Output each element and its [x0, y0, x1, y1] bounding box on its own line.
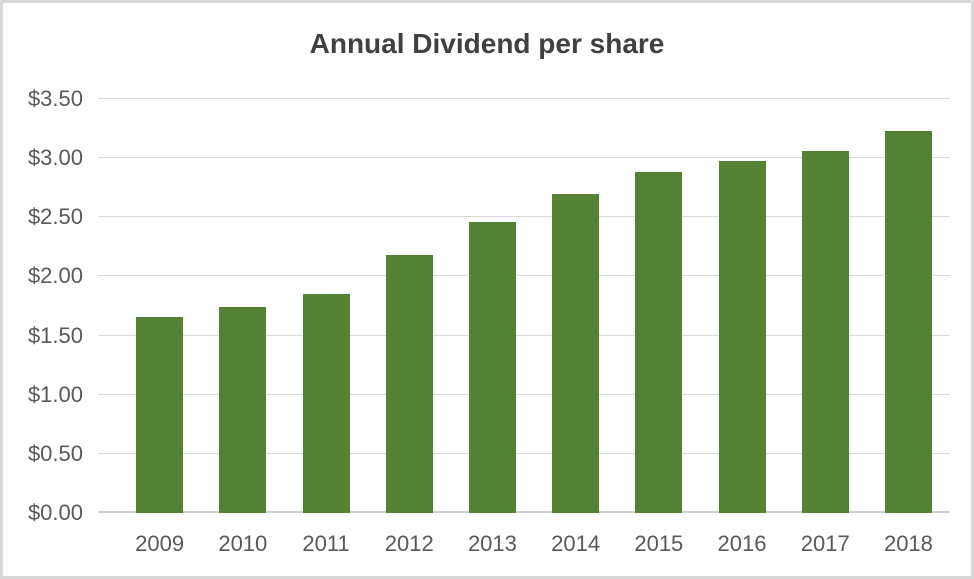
x-tick-label: 2018 [883, 531, 933, 556]
bar-slot [534, 99, 617, 513]
gridline [98, 98, 950, 99]
y-axis-labels: $0.00 $0.50 $1.00 $1.50 $2.00 $2.50 $3.00 $3.50 [3, 86, 85, 525]
bar-2018 [884, 130, 932, 513]
x-tick-label: 2011 [302, 531, 350, 556]
bar-slot [451, 99, 534, 513]
gridline [98, 393, 950, 395]
x-tick-label: 2017 [800, 531, 850, 556]
gridline [98, 275, 950, 277]
y-tick-label: $3.50 [27, 86, 83, 111]
bar-2014 [552, 193, 600, 513]
bar-slot [700, 99, 783, 513]
gridline [98, 452, 950, 454]
x-tick-label: 2012 [384, 531, 434, 556]
gridline [98, 334, 950, 336]
bar-2012 [385, 255, 433, 513]
bar-2011 [302, 294, 350, 513]
bar-2015 [635, 172, 683, 513]
y-tick-label: $3.00 [27, 145, 83, 171]
gridline [98, 157, 950, 159]
bar-2009 [136, 316, 184, 513]
bar-slot [784, 99, 867, 513]
x-tick-label: 2013 [467, 531, 517, 556]
bar-slot [617, 99, 700, 513]
x-axis-line [98, 511, 950, 513]
gridline [98, 216, 950, 218]
chart-title: Annual Dividend per share [309, 28, 665, 59]
bar-2013 [468, 222, 516, 513]
bar-slot [284, 99, 367, 513]
x-tick-label: 2014 [551, 531, 601, 556]
plot-area [98, 98, 950, 513]
bar-slot [867, 99, 950, 513]
y-tick-label: $2.00 [27, 263, 83, 289]
y-tick-label: $0.00 [27, 500, 83, 525]
bar-2017 [801, 151, 849, 513]
x-tick-label: 2009 [135, 531, 185, 556]
bar-2010 [219, 307, 267, 513]
y-tick-label: $2.50 [27, 204, 83, 230]
bar-series [118, 99, 950, 513]
bar-slot [368, 99, 451, 513]
bar-2016 [718, 160, 766, 513]
y-tick-label: $1.00 [27, 381, 83, 407]
x-axis-labels: 2009 2010 2011 2012 2013 2014 2015 2016 2017 2018 [118, 530, 950, 558]
x-tick-label: 2016 [717, 531, 767, 556]
x-tick-label: 2015 [634, 531, 684, 556]
x-tick-label: 2010 [218, 531, 268, 556]
y-tick-label: $0.50 [27, 440, 83, 466]
bar-slot [118, 99, 201, 513]
bar-slot [201, 99, 284, 513]
y-tick-label: $1.50 [27, 322, 83, 348]
